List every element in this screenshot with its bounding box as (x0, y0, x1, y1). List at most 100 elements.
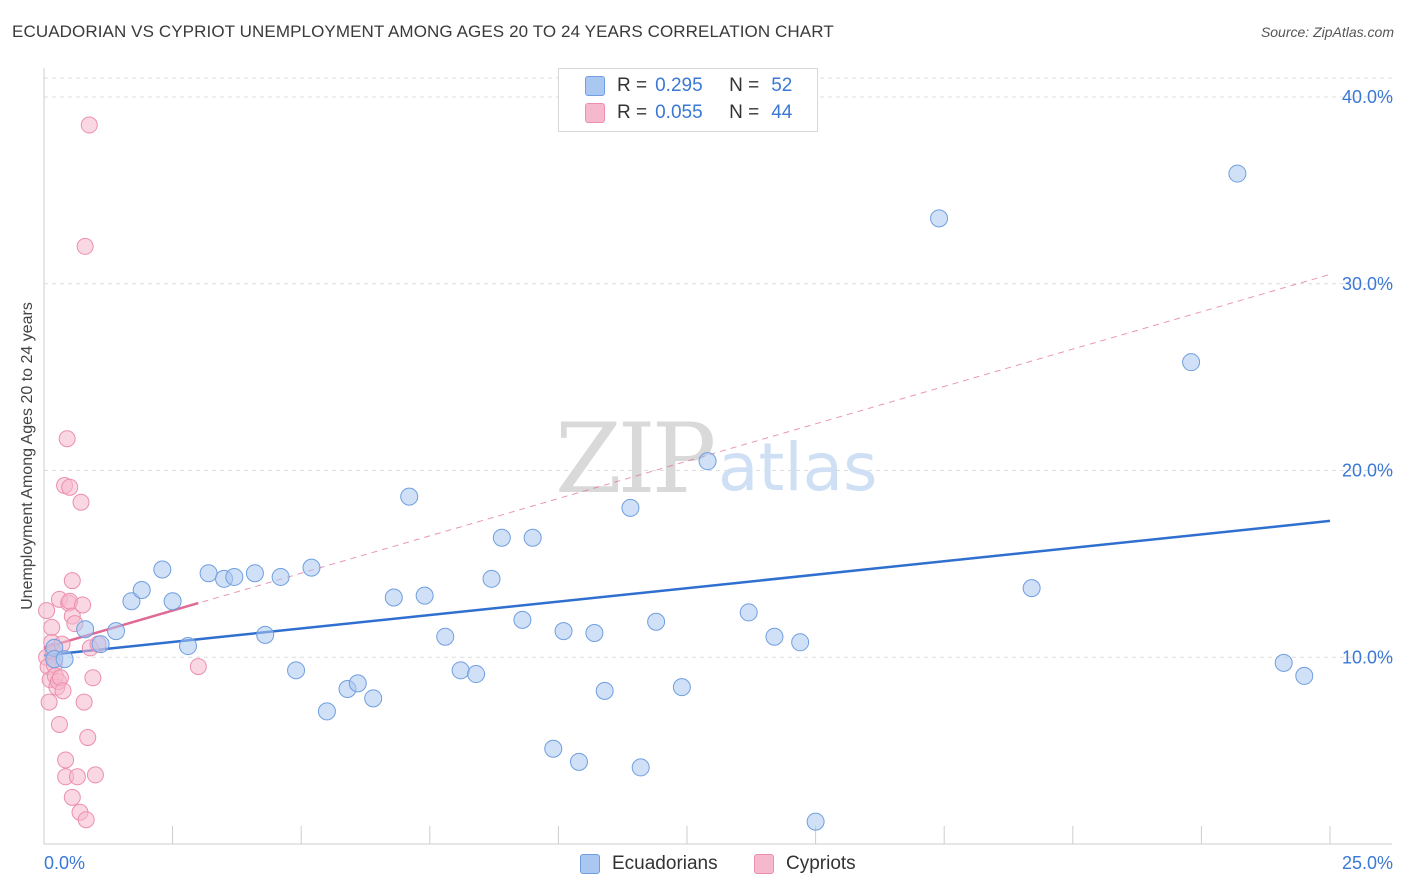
data-point-ecuadorians (132, 581, 151, 600)
data-point-ecuadorians (122, 592, 141, 611)
source-label: Source: ZipAtlas.com (1260, 24, 1394, 40)
bottom-legend-ecuadorians: Ecuadorians (580, 852, 718, 876)
y-tick-label: 20.0% (1342, 461, 1393, 481)
watermark-atlas: atlas (718, 429, 878, 506)
bottom-legend-cypriots: Cypriots (754, 852, 856, 876)
data-point-ecuadorians (791, 633, 810, 652)
data-point-ecuadorians (585, 623, 604, 642)
data-point-ecuadorians (482, 569, 501, 588)
data-point-cypriots (43, 618, 61, 636)
data-point-ecuadorians (271, 567, 290, 586)
data-point-ecuadorians (523, 528, 542, 547)
data-point-ecuadorians (492, 528, 511, 547)
data-point-ecuadorians (415, 586, 434, 605)
data-point-cypriots (38, 602, 56, 620)
data-point-ecuadorians (554, 622, 573, 641)
data-point-ecuadorians (163, 592, 182, 611)
data-point-cypriots (74, 596, 92, 614)
tick-labels: 10.0% 20.0% 30.0% 40.0% 0.0% 25.0% (44, 87, 1393, 873)
legend-n-value: 52 (771, 75, 793, 96)
data-point-cypriots (58, 430, 76, 448)
legend-row-cypriots: R = 0.055 N = 44 (585, 101, 792, 125)
data-point-ecuadorians (1274, 653, 1293, 672)
data-point-cypriots (84, 669, 102, 687)
trend-line-cypriots-extension (43, 273, 1331, 649)
trend-line-ecuadorians (43, 519, 1331, 657)
y-axis-label: Unemployment Among Ages 20 to 24 years (19, 302, 36, 610)
data-point-cypriots (63, 788, 81, 806)
data-point-ecuadorians (467, 665, 486, 684)
data-point-cypriots (80, 116, 98, 134)
data-point-ecuadorians (621, 498, 640, 517)
legend-r-label: R = (617, 75, 648, 96)
y-tick-label: 40.0% (1342, 87, 1393, 107)
legend-swatch-blue (585, 76, 605, 96)
data-point-ecuadorians (302, 558, 321, 577)
correlation-legend: R = 0.295 N = 52 R = 0.055 N = 44 (558, 68, 818, 132)
data-point-ecuadorians (400, 487, 419, 506)
y-tick-label: 30.0% (1342, 274, 1393, 294)
chart-title: ECUADORIAN VS CYPRIOT UNEMPLOYMENT AMONG… (12, 22, 834, 41)
data-point-cypriots (63, 572, 81, 590)
data-point-ecuadorians (569, 752, 588, 771)
data-point-ecuadorians (739, 603, 758, 622)
data-point-ecuadorians (107, 622, 126, 641)
data-point-ecuadorians (384, 588, 403, 607)
data-point-ecuadorians (199, 564, 218, 583)
data-point-ecuadorians (245, 564, 264, 583)
x-tick-label-max: 25.0% (1342, 853, 1393, 873)
data-point-ecuadorians (55, 650, 74, 669)
data-point-ecuadorians (451, 661, 470, 680)
bottom-legend-swatch-blue (580, 854, 600, 874)
data-point-ecuadorians (1228, 164, 1247, 183)
data-point-cypriots (86, 766, 104, 784)
data-point-ecuadorians (765, 627, 784, 646)
data-point-ecuadorians (179, 637, 198, 656)
data-point-ecuadorians (91, 635, 110, 654)
data-point-cypriots (68, 768, 86, 786)
data-point-cypriots (61, 478, 79, 496)
data-point-ecuadorians (698, 452, 717, 471)
legend-r-value: 0.295 (655, 75, 703, 96)
legend-swatch-pink (585, 103, 605, 123)
bottom-legend-swatch-pink (754, 854, 774, 874)
data-point-ecuadorians (225, 567, 244, 586)
watermark: ZIP atlas (555, 403, 878, 515)
y-tick-label: 10.0% (1342, 647, 1393, 667)
legend-n-value: 44 (771, 102, 793, 123)
data-point-ecuadorians (436, 627, 455, 646)
data-point-cypriots (54, 682, 72, 700)
data-point-ecuadorians (1182, 353, 1201, 372)
bottom-legend-label-cypriots: Cypriots (786, 853, 856, 874)
legend-n-label: N = (729, 75, 760, 96)
data-point-cypriots (40, 693, 58, 711)
legend-r-label: R = (617, 102, 648, 123)
data-point-cypriots (57, 751, 75, 769)
data-points (38, 116, 1314, 831)
data-point-cypriots (76, 237, 94, 255)
bottom-legend-label-ecuadorians: Ecuadorians (612, 853, 718, 874)
legend-r-value: 0.055 (655, 102, 703, 123)
data-point-ecuadorians (647, 612, 666, 631)
data-point-ecuadorians (806, 812, 825, 831)
axes (43, 68, 1392, 845)
data-point-ecuadorians (1022, 579, 1041, 598)
data-point-cypriots (189, 658, 207, 676)
legend-n-label: N = (729, 102, 760, 123)
legend-row-ecuadorians: R = 0.295 N = 52 (585, 74, 792, 98)
x-tick-label-min: 0.0% (44, 853, 85, 873)
data-point-cypriots (79, 729, 97, 747)
data-point-ecuadorians (76, 620, 95, 639)
data-point-ecuadorians (930, 209, 949, 228)
data-point-ecuadorians (348, 674, 367, 693)
data-point-ecuadorians (317, 702, 336, 721)
data-point-cypriots (75, 693, 93, 711)
data-point-ecuadorians (544, 739, 563, 758)
data-point-ecuadorians (256, 625, 275, 644)
data-point-ecuadorians (631, 758, 650, 777)
data-point-ecuadorians (513, 610, 532, 629)
watermark-zip: ZIP (555, 403, 714, 515)
data-point-ecuadorians (287, 661, 306, 680)
data-point-ecuadorians (595, 681, 614, 700)
